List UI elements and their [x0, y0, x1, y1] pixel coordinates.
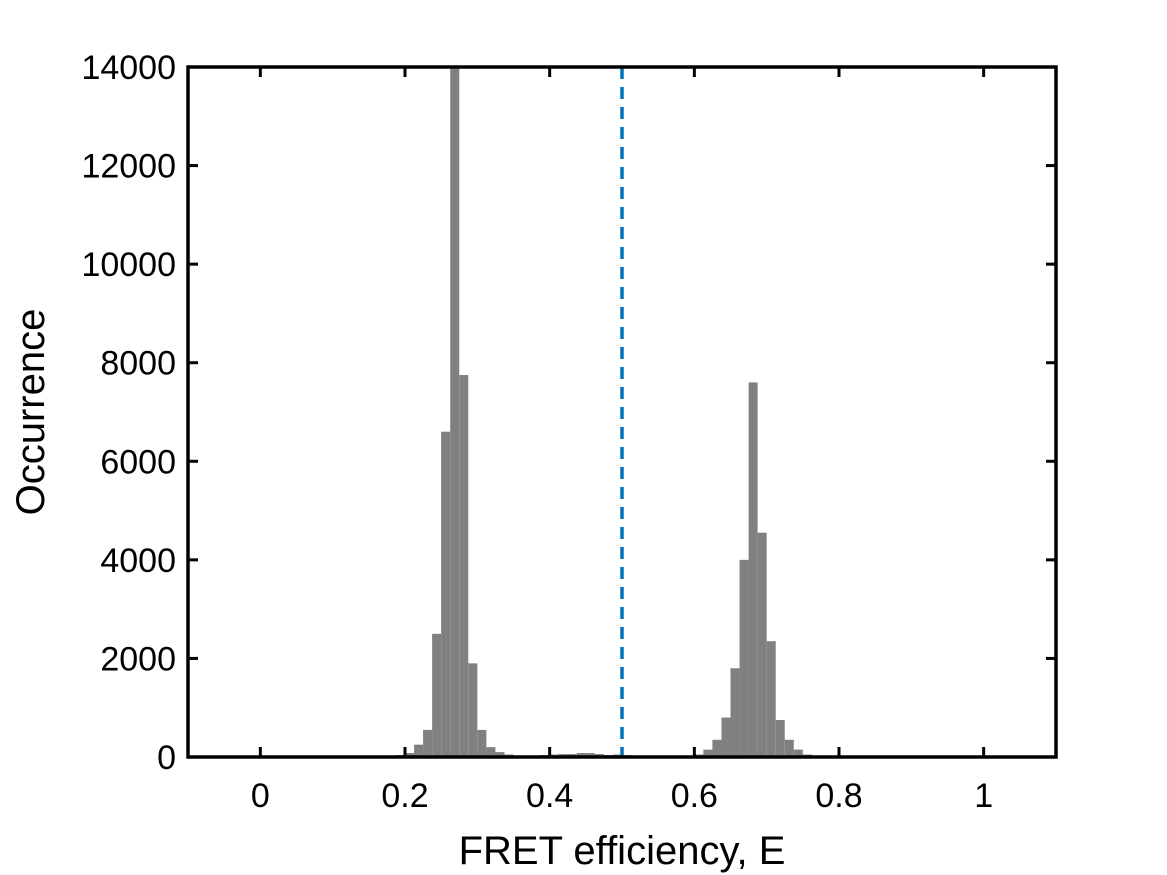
y-tick-label: 14000	[81, 49, 176, 87]
y-tick-label: 0	[157, 739, 176, 777]
histogram-bar	[405, 753, 415, 757]
histogram-bar	[585, 753, 595, 757]
histogram-bar	[477, 729, 487, 757]
x-tick-label: 0.6	[671, 777, 718, 815]
y-tick-label: 2000	[100, 640, 176, 678]
histogram-bar	[576, 753, 586, 757]
histogram-bar	[748, 382, 758, 757]
x-axis-label: FRET efficiency, E	[459, 829, 786, 873]
y-tick-label: 10000	[81, 246, 176, 284]
histogram-bar	[703, 749, 713, 757]
histogram-bar	[730, 668, 740, 757]
histogram-bar	[495, 752, 505, 757]
histogram-bar	[775, 720, 785, 757]
x-tick-label: 1	[974, 777, 993, 815]
x-tick-labels: 0 0.2 0.4 0.6 0.8 1	[251, 777, 993, 815]
y-tick-labels: 0 2000 4000 6000 8000 10000 12000 14000	[81, 49, 176, 777]
histogram-bar	[468, 663, 478, 757]
histogram-bar	[757, 532, 767, 757]
x-tick-label: 0	[251, 777, 270, 815]
x-tick-label: 0.8	[815, 777, 862, 815]
histogram-bar	[793, 749, 803, 757]
histogram-bar	[414, 744, 424, 757]
histogram-bar	[441, 431, 451, 757]
y-tick-label: 4000	[100, 542, 176, 580]
histogram-bar	[432, 633, 442, 757]
y-tick-label: 8000	[100, 345, 176, 383]
y-tick-label: 12000	[81, 148, 176, 186]
histogram-bar	[459, 375, 469, 757]
histogram-bar	[784, 739, 794, 757]
histogram-bar	[450, 67, 460, 757]
histogram-bar	[766, 641, 776, 757]
x-tick-label: 0.2	[381, 777, 428, 815]
histogram-bar	[721, 717, 731, 757]
histogram-bar	[739, 559, 749, 757]
histogram-bar	[423, 729, 433, 757]
axes-box	[186, 65, 1058, 759]
x-tick-label: 0.4	[526, 777, 573, 815]
histogram-bar	[712, 739, 722, 757]
histogram-bar	[486, 747, 496, 757]
y-axis-label: Occurrence	[9, 309, 53, 516]
y-tick-label: 6000	[100, 443, 176, 481]
